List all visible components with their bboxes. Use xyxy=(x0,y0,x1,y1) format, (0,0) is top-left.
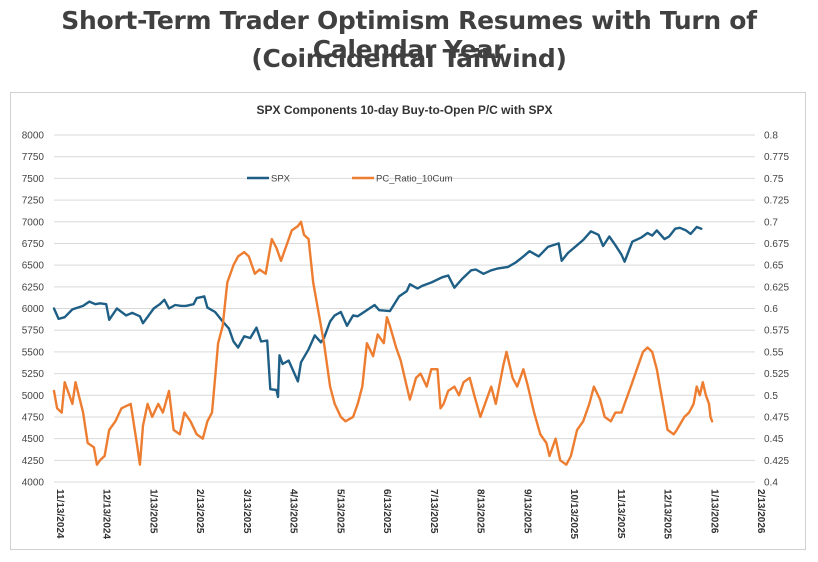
x-tick-label: 8/13/2025 xyxy=(475,489,486,534)
y-left-tick-label: 4500 xyxy=(22,434,45,445)
y-left-tick-label: 7500 xyxy=(22,174,45,185)
y-right-tick-label: 0.475 xyxy=(764,412,789,423)
x-tick-label: 6/13/2025 xyxy=(381,489,392,534)
y-right-tick-label: 0.75 xyxy=(764,174,784,185)
x-tick-label: 5/13/2025 xyxy=(334,489,345,534)
x-tick-label: 12/13/2025 xyxy=(662,489,673,539)
y-right-tick-label: 0.55 xyxy=(764,347,784,358)
y-right-tick-label: 0.5 xyxy=(764,391,778,402)
y-right-tick-label: 0.725 xyxy=(764,196,789,207)
series-line-pc-ratio-10cum xyxy=(52,220,714,466)
y-right-tick-label: 0.4 xyxy=(764,478,778,489)
headline-line-1: Short-Term Trader Optimism Resumes with … xyxy=(61,6,757,64)
chart-svg: SPX Components 10-day Buy-to-Open P/C wi… xyxy=(22,103,790,539)
y-right-tick-label: 0.575 xyxy=(764,326,789,337)
y-right-tick-label: 0.7 xyxy=(764,217,778,228)
x-tick-label: 1/13/2025 xyxy=(147,489,158,534)
x-tick-label: 3/13/2025 xyxy=(241,489,252,534)
y-right-tick-label: 0.625 xyxy=(764,282,789,293)
y-left-tick-label: 4000 xyxy=(22,478,45,489)
y-left-tick-label: 5000 xyxy=(22,391,45,402)
x-tick-label: 10/13/2025 xyxy=(568,489,579,539)
y-left-tick-label: 5250 xyxy=(22,369,45,380)
x-tick-label: 11/13/2025 xyxy=(615,489,626,539)
x-tick-label: 1/13/2026 xyxy=(708,489,719,534)
y-right-tick-label: 0.775 xyxy=(764,152,789,163)
y-right-tick-label: 0.675 xyxy=(764,239,789,250)
series-line-spx xyxy=(52,225,703,399)
x-tick-label: 4/13/2025 xyxy=(288,489,299,534)
y-left-tick-label: 5750 xyxy=(22,326,45,337)
y-left-tick-label: 7250 xyxy=(22,196,45,207)
x-tick-label: 9/13/2025 xyxy=(521,489,532,534)
x-tick-label: 7/13/2025 xyxy=(428,489,439,534)
chart-frame: SPX Components 10-day Buy-to-Open P/C wi… xyxy=(10,92,806,550)
x-tick-label: 12/13/2024 xyxy=(101,489,112,539)
y-right-tick-label: 0.65 xyxy=(764,261,784,272)
headline-line-2: (Coincidental Tailwind) xyxy=(251,44,567,73)
y-left-tick-label: 6750 xyxy=(22,239,45,250)
y-left-tick-label: 6000 xyxy=(22,304,45,315)
y-left-tick-label: 7750 xyxy=(22,152,45,163)
x-tick-label: 11/13/2024 xyxy=(54,489,65,539)
y-left-tick-label: 4750 xyxy=(22,412,45,423)
y-left-tick-label: 4250 xyxy=(22,456,45,467)
y-left-tick-label: 8000 xyxy=(22,131,45,142)
y-right-tick-label: 0.525 xyxy=(764,369,789,380)
y-left-tick-label: 6250 xyxy=(22,282,45,293)
y-right-tick-label: 0.8 xyxy=(764,131,778,142)
y-left-tick-label: 6500 xyxy=(22,261,45,272)
legend-label: PC_Ratio_10Cum xyxy=(376,174,453,185)
y-left-tick-label: 7000 xyxy=(22,217,45,228)
y-right-tick-label: 0.425 xyxy=(764,456,789,467)
y-right-tick-label: 0.6 xyxy=(764,304,778,315)
y-right-tick-label: 0.45 xyxy=(764,434,784,445)
x-tick-label: 2/13/2025 xyxy=(194,489,205,534)
legend-label: SPX xyxy=(271,174,291,185)
x-tick-label: 2/13/2026 xyxy=(755,489,766,534)
chart-title: SPX Components 10-day Buy-to-Open P/C wi… xyxy=(256,103,552,117)
y-left-tick-label: 5500 xyxy=(22,347,45,358)
